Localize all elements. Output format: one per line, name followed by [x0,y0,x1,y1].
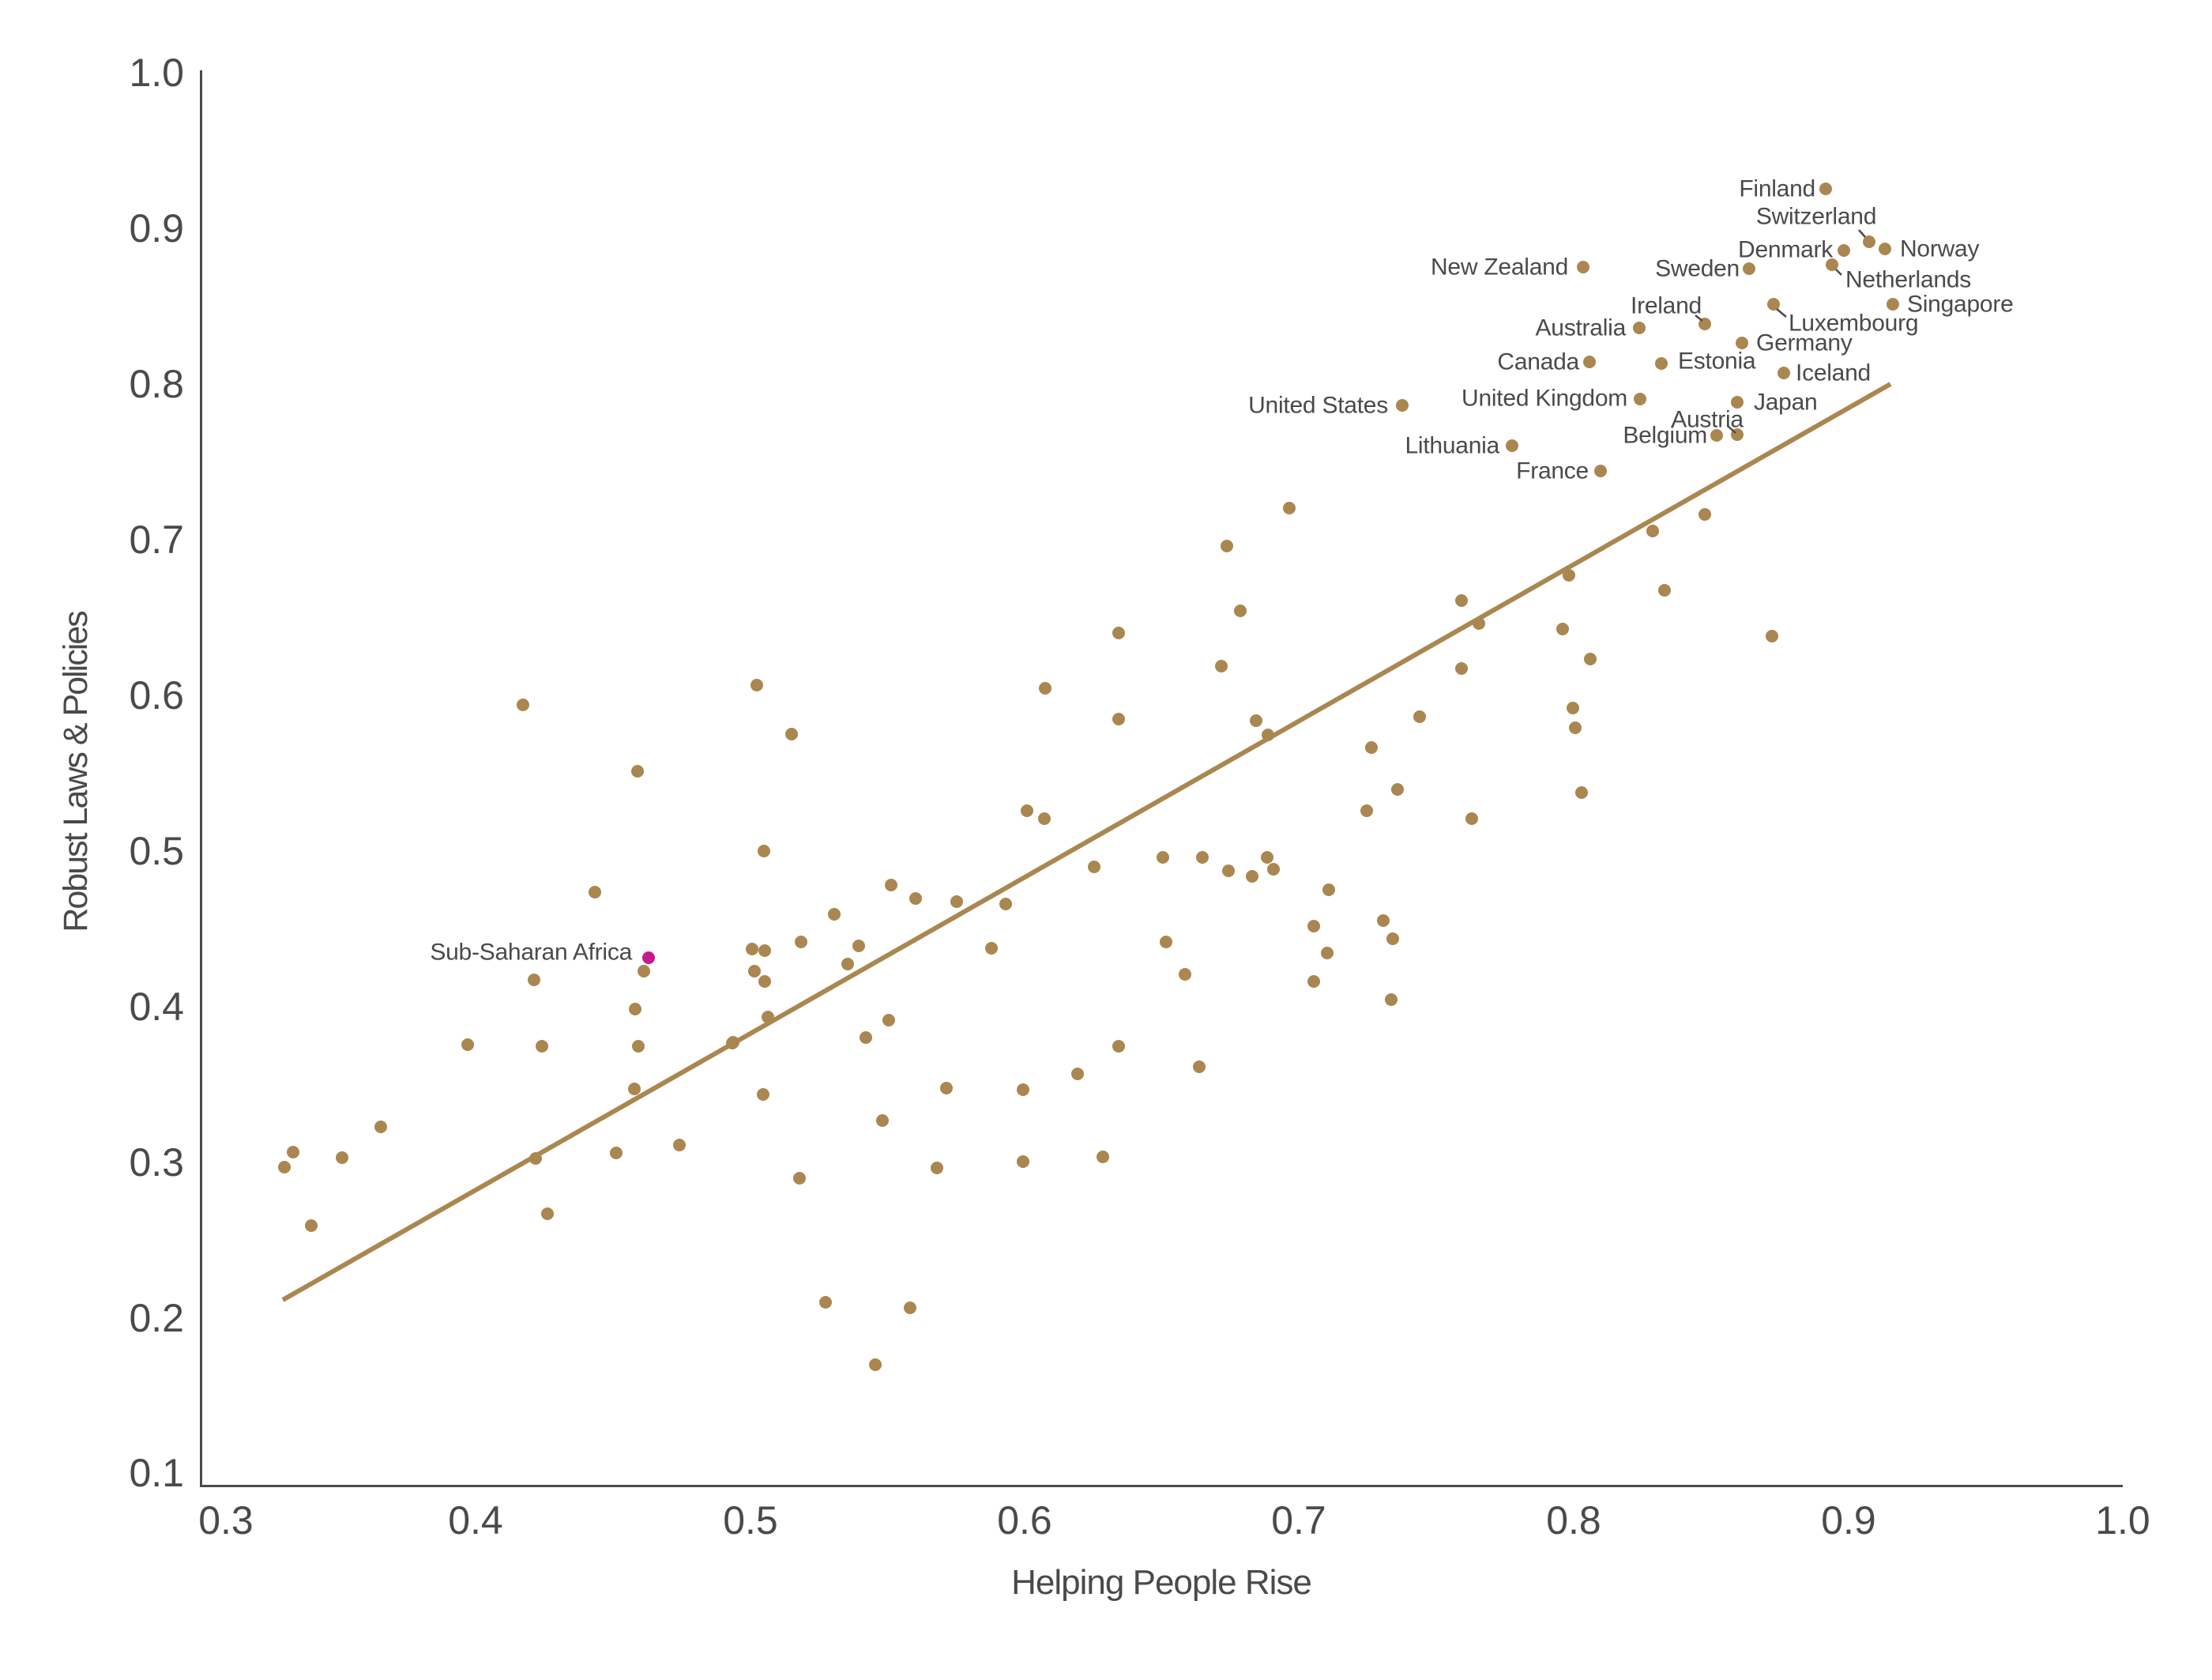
svg-text:0.6: 0.6 [997,1498,1052,1543]
svg-text:0.4: 0.4 [448,1498,503,1543]
svg-text:Canada: Canada [1497,349,1579,375]
svg-text:Lithuania: Lithuania [1405,433,1499,459]
svg-text:0.2: 0.2 [129,1296,184,1340]
svg-text:0.3: 0.3 [129,1140,184,1185]
svg-text:0.6: 0.6 [129,673,184,718]
svg-text:Iceland: Iceland [1796,360,1871,386]
svg-text:Estonia: Estonia [1678,348,1756,375]
svg-text:Singapore: Singapore [1907,292,2014,318]
svg-text:Germany: Germany [1756,330,1853,356]
svg-text:1.0: 1.0 [2095,1498,2150,1543]
svg-text:Ireland: Ireland [1631,293,1702,319]
svg-text:Helping People Rise: Helping People Rise [1011,1563,1311,1602]
svg-text:Denmark: Denmark [1738,237,1834,263]
svg-text:Austria: Austria [1671,407,1744,433]
svg-text:Luxembourg: Luxembourg [1789,311,1918,337]
svg-text:0.8: 0.8 [129,362,184,406]
svg-text:Netherlands: Netherlands [1845,267,1971,293]
svg-text:Sub-Saharan Africa: Sub-Saharan Africa [430,940,632,966]
svg-text:0.7: 0.7 [129,518,184,562]
svg-text:Finland: Finland [1739,176,1815,202]
svg-text:0.5: 0.5 [129,829,184,873]
svg-text:0.4: 0.4 [129,985,184,1029]
svg-text:United Kingdom: United Kingdom [1462,386,1627,412]
svg-text:France: France [1516,458,1589,484]
svg-text:Australia: Australia [1536,315,1627,341]
svg-text:0.9: 0.9 [1821,1498,1876,1543]
svg-text:0.5: 0.5 [723,1498,778,1543]
svg-text:1.0: 1.0 [129,51,184,95]
svg-text:0.9: 0.9 [129,206,184,250]
svg-text:Switzerland: Switzerland [1756,204,1876,230]
svg-text:Robust Laws & Policies: Robust Laws & Policies [57,612,95,932]
svg-text:0.3: 0.3 [198,1498,254,1543]
svg-text:United States: United States [1248,393,1388,419]
svg-text:Sweden: Sweden [1655,256,1740,282]
svg-text:0.7: 0.7 [1271,1498,1326,1543]
svg-text:0.8: 0.8 [1546,1498,1601,1543]
svg-text:New Zealand: New Zealand [1431,254,1568,281]
svg-text:0.1: 0.1 [129,1451,184,1495]
svg-text:Japan: Japan [1754,390,1818,416]
svg-text:Belgium: Belgium [1623,423,1707,449]
svg-text:Norway: Norway [1900,236,1979,262]
